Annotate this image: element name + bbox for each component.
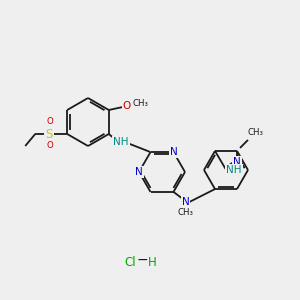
Text: O: O — [47, 118, 54, 127]
Text: Cl: Cl — [124, 256, 136, 268]
Text: NH: NH — [113, 137, 128, 147]
Text: N: N — [233, 157, 241, 167]
Text: O: O — [123, 101, 131, 111]
Text: −: − — [136, 253, 148, 267]
Text: N: N — [182, 197, 189, 207]
Text: N: N — [169, 147, 177, 157]
Text: CH₃: CH₃ — [133, 100, 149, 109]
Text: S: S — [46, 128, 53, 140]
Text: N: N — [135, 167, 143, 177]
Text: CH₃: CH₃ — [247, 128, 263, 137]
Text: H: H — [148, 256, 156, 268]
Text: CH₃: CH₃ — [178, 208, 194, 217]
Text: NH: NH — [226, 165, 242, 175]
Text: O: O — [47, 142, 54, 151]
